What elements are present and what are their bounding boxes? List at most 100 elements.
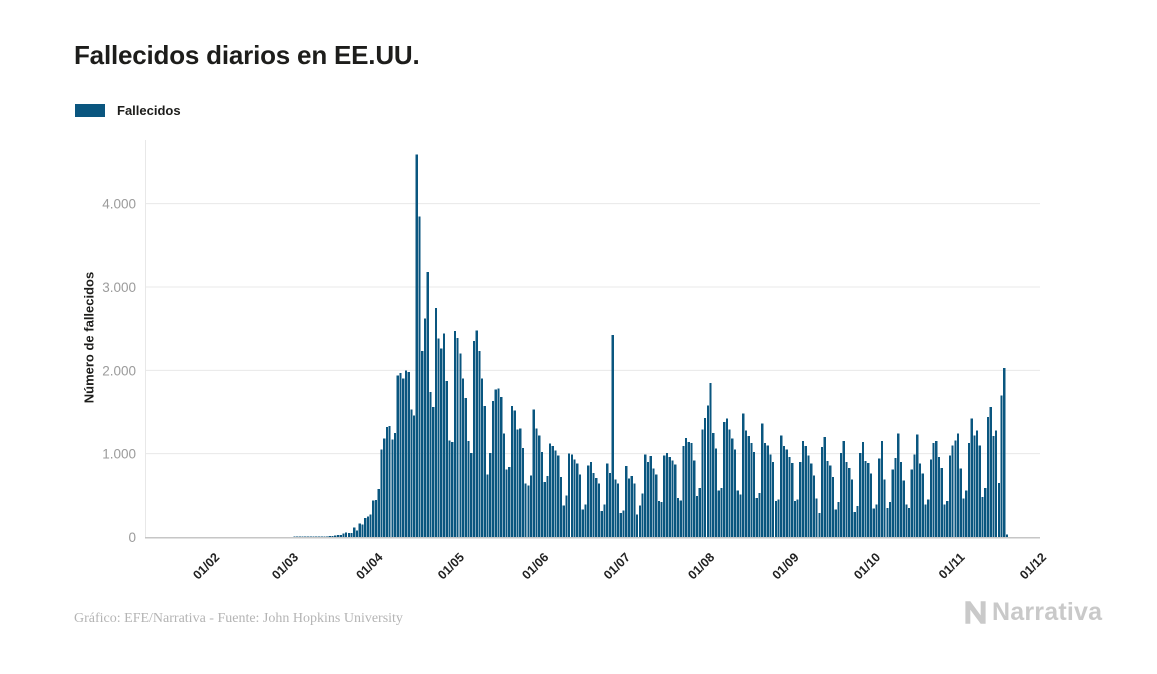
- bar: [551, 446, 554, 537]
- bar: [543, 482, 546, 537]
- bar: [984, 487, 987, 537]
- bar: [878, 458, 881, 537]
- bar: [883, 479, 886, 537]
- bar: [369, 514, 372, 537]
- bar: [747, 436, 750, 537]
- bar: [644, 454, 647, 537]
- bar: [856, 506, 859, 537]
- bar: [636, 514, 639, 537]
- bar: [638, 505, 641, 537]
- bar: [519, 428, 522, 537]
- bar: [500, 397, 503, 537]
- bar: [690, 442, 693, 537]
- bar: [674, 464, 677, 537]
- x-tick-label: 01/05: [435, 550, 467, 582]
- bar: [997, 482, 1000, 537]
- bar: [478, 351, 481, 537]
- bar: [399, 372, 402, 537]
- bar: [565, 495, 568, 537]
- bar: [976, 430, 979, 537]
- bar: [899, 462, 903, 537]
- bar: [772, 462, 775, 537]
- bar: [728, 429, 731, 537]
- bar: [423, 318, 427, 537]
- bar: [791, 462, 794, 537]
- bar: [842, 441, 845, 537]
- bar: [725, 418, 728, 537]
- bar: [687, 442, 690, 537]
- bar: [325, 536, 329, 537]
- bar: [736, 490, 739, 537]
- bar: [831, 477, 835, 537]
- bar: [361, 524, 364, 537]
- bar: [769, 454, 772, 537]
- bar: [679, 500, 682, 537]
- bar: [655, 474, 658, 537]
- bar: [459, 353, 462, 537]
- bar: [467, 441, 470, 537]
- bar: [782, 446, 786, 537]
- bar: [529, 475, 533, 537]
- bar: [935, 441, 938, 537]
- bar: [559, 477, 563, 537]
- bar: [698, 487, 701, 537]
- bar: [916, 434, 919, 537]
- bar: [973, 435, 976, 537]
- bar: [989, 407, 992, 537]
- bar: [592, 472, 595, 537]
- bar: [867, 462, 870, 537]
- bar: [704, 417, 707, 537]
- bar: [785, 449, 788, 537]
- bar: [627, 478, 631, 537]
- bar: [731, 438, 734, 537]
- bar: [508, 467, 511, 537]
- bar: [932, 442, 935, 537]
- bar: [742, 413, 745, 537]
- bar: [872, 508, 875, 537]
- bar: [660, 502, 663, 537]
- bar: [388, 426, 391, 537]
- bar: [665, 452, 669, 537]
- bar: [744, 430, 748, 537]
- bar: [456, 337, 459, 537]
- bar: [668, 457, 671, 537]
- y-tick-label: 1.000: [102, 447, 136, 462]
- bar: [581, 509, 584, 537]
- bar: [336, 535, 340, 537]
- y-tick-label: 4.000: [102, 197, 136, 212]
- bar: [913, 454, 916, 537]
- bar: [853, 512, 856, 537]
- x-tick-label: 01/09: [770, 550, 802, 582]
- bar: [600, 511, 603, 537]
- bar: [750, 442, 753, 537]
- bar: [706, 405, 709, 537]
- bar: [497, 388, 500, 537]
- bar: [385, 427, 389, 537]
- bar: [720, 487, 723, 537]
- x-tick-label: 01/08: [685, 550, 717, 582]
- bar: [619, 512, 622, 537]
- bar: [587, 465, 590, 537]
- bar: [834, 509, 837, 537]
- bar: [573, 459, 576, 537]
- bar: [630, 476, 633, 537]
- bar: [943, 504, 946, 537]
- bar: [962, 498, 965, 537]
- bar: [859, 452, 862, 537]
- bar: [986, 417, 990, 537]
- bar: [429, 392, 432, 537]
- bar: [714, 448, 718, 537]
- bar: [475, 330, 478, 537]
- bar: [801, 441, 805, 537]
- bar: [589, 462, 592, 537]
- bar: [521, 447, 525, 537]
- bar: [796, 499, 799, 537]
- bar: [549, 443, 552, 537]
- bar: [891, 469, 894, 537]
- bar: [908, 507, 911, 537]
- bar: [524, 483, 527, 537]
- y-tick-label: 2.000: [102, 363, 136, 378]
- bar: [758, 492, 761, 537]
- bar: [845, 462, 848, 537]
